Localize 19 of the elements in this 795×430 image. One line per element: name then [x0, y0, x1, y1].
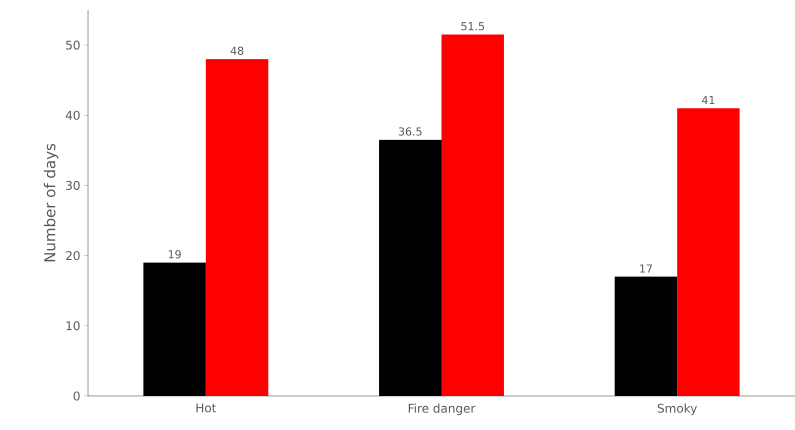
data-label: 36.5 [398, 127, 422, 136]
data-label: 51.5 [461, 22, 484, 30]
y-tick-label: 40 [66, 110, 80, 120]
y-tick-label: 0 [74, 391, 80, 401]
bar [677, 108, 740, 396]
bar [442, 34, 504, 396]
y-tick-label: 10 [66, 321, 80, 330]
x-tick-label: Hot [196, 404, 216, 412]
y-tick-label: 20 [66, 251, 80, 260]
y-tick-label: 30 [66, 180, 80, 190]
data-label: 41 [702, 96, 714, 104]
data-label: 17 [640, 264, 652, 272]
data-label: 19 [168, 250, 181, 258]
y-tick-label: 50 [66, 40, 80, 50]
y-axis-title: Number of days [44, 144, 58, 262]
x-tick-label: Smoky [658, 404, 697, 416]
x-tick-label: Fire danger [408, 404, 476, 416]
data-label: 48 [230, 46, 244, 55]
bar [206, 59, 268, 396]
